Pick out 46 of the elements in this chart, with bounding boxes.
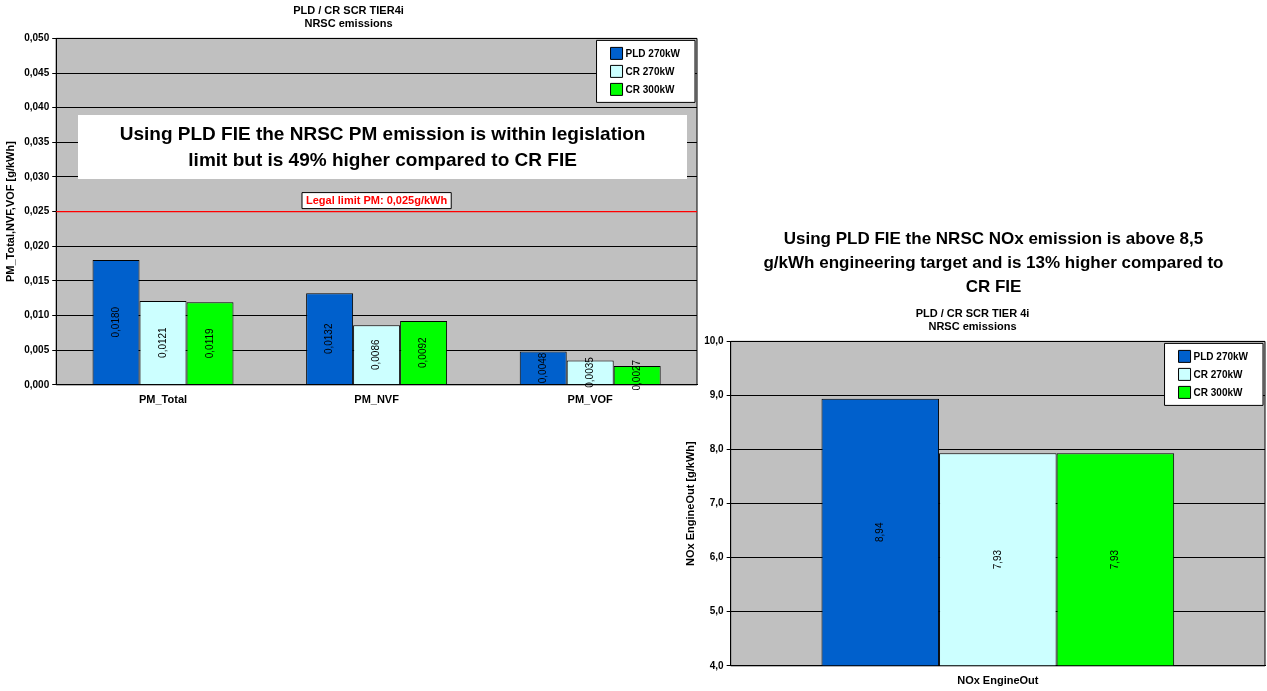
data-label: 0,0132 [323,323,335,355]
y-tick-label: 4,0 [709,659,725,671]
y-tick-label: 0,010 [24,309,50,321]
legend-label: CR 300kW [625,83,675,95]
y-tick-label: 7,0 [709,497,725,509]
y-tick-label: 0,030 [24,170,50,182]
legend-label: CR 270kW [625,65,675,77]
y-tick-label: 0,000 [24,378,50,390]
data-label: 0,0119 [203,327,215,359]
data-label: 0,0180 [109,306,121,338]
y-tick-label: 9,0 [709,389,725,401]
data-label: 0,0048 [536,352,548,384]
text-box: Using PLD FIE the NRSC PM emission is within legislation limit but is 49% higher compared to CR FIE [78,114,687,179]
legend-label: PLD 270kW [1193,350,1249,362]
x-tick-label: PM_NVF [354,393,400,406]
y-tick-label: 0,045 [24,66,50,78]
x-tick-label: PM_Total [138,393,188,406]
y-tick-label: 0,050 [24,32,50,44]
chart-title: PLD / CR SCR TIER4i NRSC emissions [293,3,404,29]
y-tick-label: 6,0 [709,551,725,563]
text: Using PLD FIE the NRSC NOx emission is above 8,5 g/kWh engineering target and is 13% higher compared to CR FIE [763,228,1224,296]
data-label: 7,93 [991,549,1003,570]
legend-label: PLD 270kW [625,47,681,59]
x-tick-label: NOx EngineOut [957,674,1039,687]
x-tick-label: PM_VOF [567,393,614,406]
y-tick-label: 8,0 [709,443,725,455]
legend-label: CR 300kW [1193,386,1243,398]
y-tick-label: 0,015 [24,274,50,286]
y-tick-label: 0,035 [24,136,50,148]
y-tick-label: 0,025 [24,205,50,217]
legend-label: CR 270kW [1193,368,1243,380]
data-label: 0,0092 [417,336,429,368]
y-axis-title: NOx EngineOut [g/kWh] [683,440,696,566]
ref-line-label: Legal limit PM: 0,025g/kWh [306,194,448,207]
data-label: 7,93 [1109,549,1121,570]
data-label: 0,0121 [156,326,168,358]
y-tick-label: 0,040 [24,101,50,113]
data-label: 8,94 [874,522,886,542]
y-tick-label: 10,0 [704,335,725,347]
data-label: 0,0035 [583,356,595,388]
chart-title: PLD / CR SCR TIER 4i NRSC emissions [915,306,1030,332]
y-tick-label: 5,0 [709,605,725,617]
y-tick-label: 0,020 [24,239,50,251]
y-tick-label: 0,005 [24,343,50,355]
data-label: 0,0086 [370,339,382,371]
y-axis-title: PM_Total,NVF,VOF [g/kWh] [3,140,16,283]
